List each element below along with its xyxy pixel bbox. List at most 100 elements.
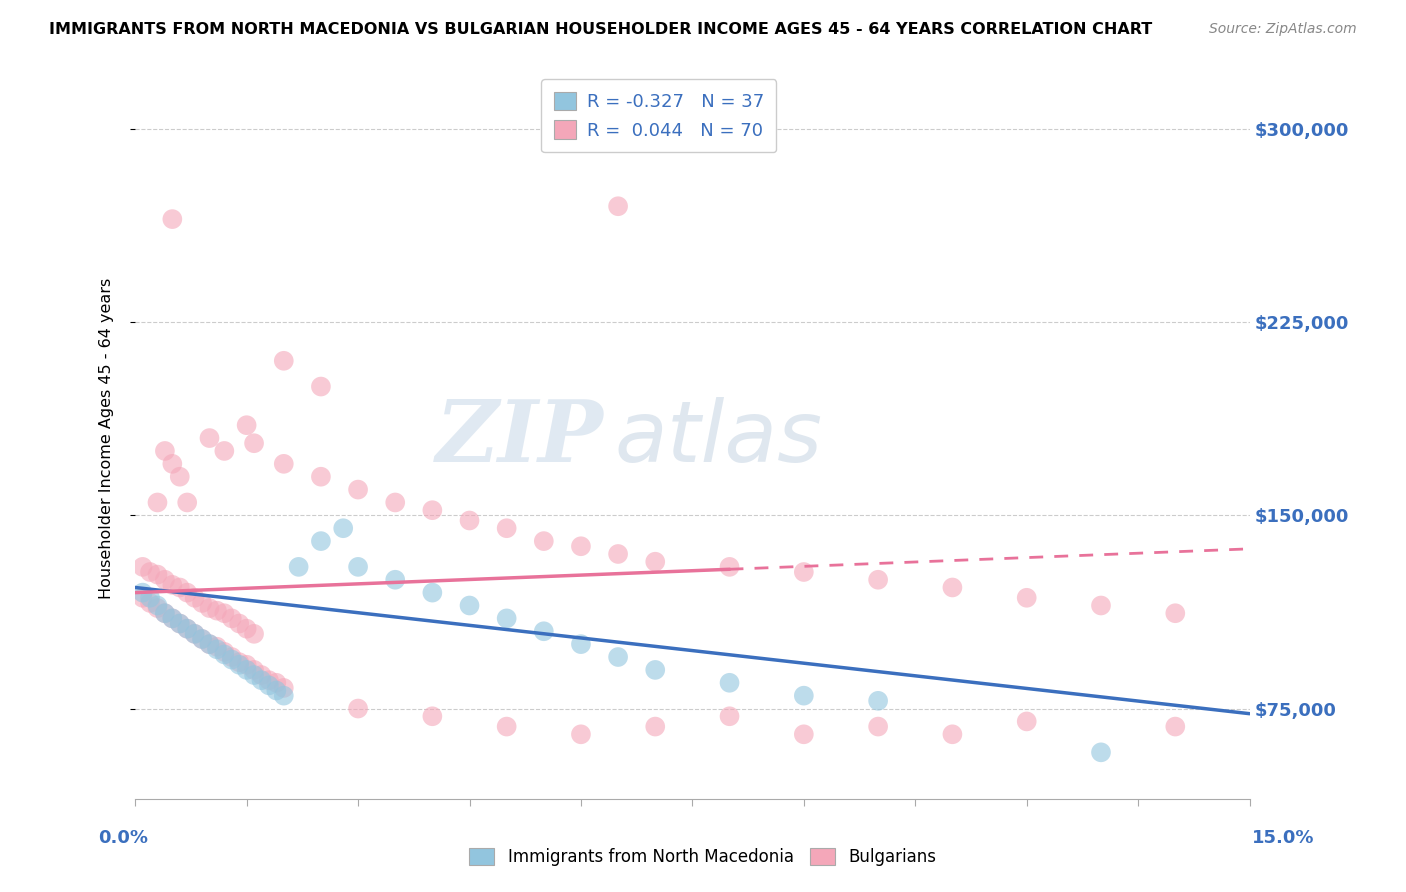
- Point: [162, 611, 184, 625]
- Point: [162, 578, 184, 592]
- Point: [198, 601, 221, 615]
- Point: [1090, 599, 1112, 613]
- Point: [214, 444, 236, 458]
- Point: [250, 668, 273, 682]
- Point: [718, 709, 741, 723]
- Point: [153, 606, 176, 620]
- Point: [176, 622, 198, 636]
- Point: [533, 624, 555, 639]
- Point: [422, 503, 444, 517]
- Point: [1164, 606, 1187, 620]
- Point: [191, 632, 214, 646]
- Point: [250, 673, 273, 688]
- Point: [287, 559, 309, 574]
- Point: [458, 514, 481, 528]
- Point: [384, 495, 406, 509]
- Point: [153, 573, 176, 587]
- Point: [495, 611, 517, 625]
- Point: [533, 534, 555, 549]
- Point: [221, 652, 243, 666]
- Point: [569, 539, 592, 553]
- Point: [266, 675, 288, 690]
- Point: [183, 627, 205, 641]
- Point: [176, 585, 198, 599]
- Point: [309, 469, 332, 483]
- Point: [214, 606, 236, 620]
- Point: [205, 640, 228, 654]
- Point: [309, 379, 332, 393]
- Point: [214, 645, 236, 659]
- Point: [458, 599, 481, 613]
- Point: [607, 650, 630, 665]
- Point: [235, 622, 257, 636]
- Point: [162, 457, 184, 471]
- Point: [868, 694, 890, 708]
- Point: [309, 534, 332, 549]
- Text: IMMIGRANTS FROM NORTH MACEDONIA VS BULGARIAN HOUSEHOLDER INCOME AGES 45 - 64 YEA: IMMIGRANTS FROM NORTH MACEDONIA VS BULGA…: [49, 22, 1153, 37]
- Text: atlas: atlas: [614, 397, 823, 480]
- Point: [169, 616, 191, 631]
- Point: [569, 727, 592, 741]
- Point: [243, 627, 266, 641]
- Point: [214, 648, 236, 662]
- Point: [868, 720, 890, 734]
- Point: [607, 547, 630, 561]
- Point: [1164, 720, 1187, 734]
- Text: Source: ZipAtlas.com: Source: ZipAtlas.com: [1209, 22, 1357, 37]
- Point: [153, 444, 176, 458]
- Point: [146, 567, 169, 582]
- Point: [198, 637, 221, 651]
- Point: [243, 668, 266, 682]
- Point: [191, 632, 214, 646]
- Point: [644, 720, 666, 734]
- Point: [868, 573, 890, 587]
- Point: [1015, 591, 1038, 605]
- Point: [169, 616, 191, 631]
- Point: [162, 611, 184, 625]
- Point: [131, 585, 153, 599]
- Point: [273, 681, 295, 695]
- Point: [243, 663, 266, 677]
- Legend: R = -0.327   N = 37, R =  0.044   N = 70: R = -0.327 N = 37, R = 0.044 N = 70: [541, 79, 776, 153]
- Point: [183, 627, 205, 641]
- Point: [146, 495, 169, 509]
- Point: [793, 727, 815, 741]
- Legend: Immigrants from North Macedonia, Bulgarians: Immigrants from North Macedonia, Bulgari…: [463, 841, 943, 873]
- Point: [644, 555, 666, 569]
- Point: [718, 559, 741, 574]
- Point: [228, 616, 250, 631]
- Point: [1090, 745, 1112, 759]
- Point: [793, 565, 815, 579]
- Point: [347, 483, 370, 497]
- Point: [495, 521, 517, 535]
- Point: [1015, 714, 1038, 729]
- Point: [139, 596, 162, 610]
- Point: [332, 521, 354, 535]
- Point: [384, 573, 406, 587]
- Point: [183, 591, 205, 605]
- Point: [273, 689, 295, 703]
- Point: [422, 585, 444, 599]
- Point: [644, 663, 666, 677]
- Point: [347, 559, 370, 574]
- Point: [176, 622, 198, 636]
- Point: [139, 565, 162, 579]
- Point: [176, 495, 198, 509]
- Point: [569, 637, 592, 651]
- Point: [162, 212, 184, 227]
- Point: [235, 418, 257, 433]
- Point: [495, 720, 517, 734]
- Point: [257, 678, 280, 692]
- Point: [139, 591, 162, 605]
- Point: [153, 606, 176, 620]
- Point: [228, 655, 250, 669]
- Point: [607, 199, 630, 213]
- Text: 15.0%: 15.0%: [1253, 829, 1315, 847]
- Point: [793, 689, 815, 703]
- Point: [221, 650, 243, 665]
- Point: [221, 611, 243, 625]
- Point: [169, 581, 191, 595]
- Text: ZIP: ZIP: [436, 396, 603, 480]
- Point: [146, 599, 169, 613]
- Point: [198, 637, 221, 651]
